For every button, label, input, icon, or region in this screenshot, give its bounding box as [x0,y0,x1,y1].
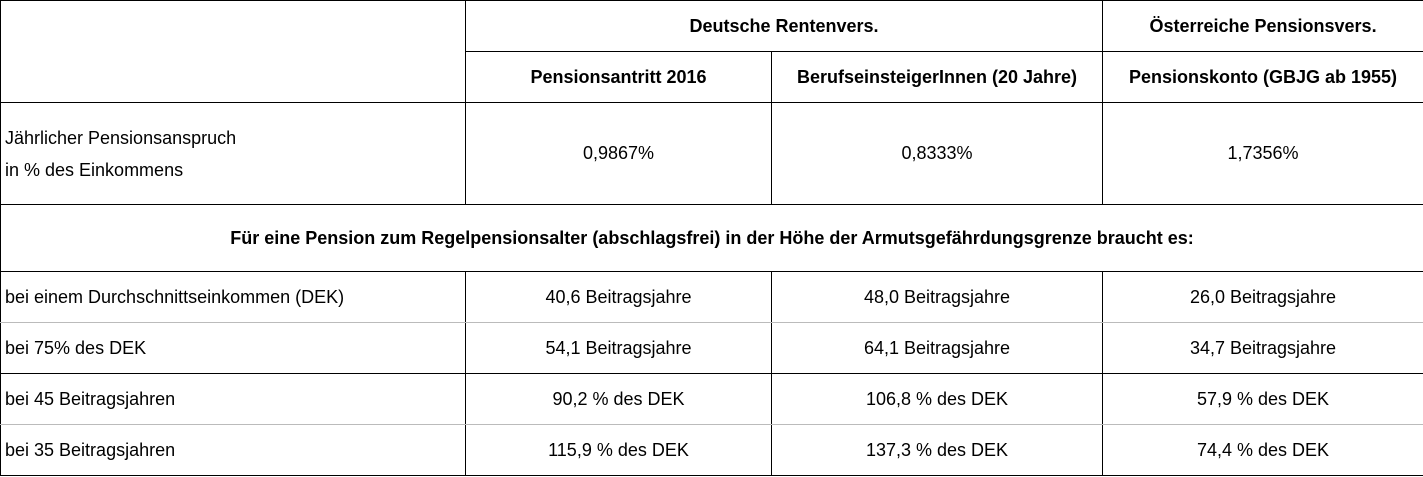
header-sub-row: Pensionsantritt 2016 BerufseinsteigerInn… [1,51,1423,103]
banner-row: Für eine Pension zum Regelpensionsalter … [0,204,1423,272]
row-value: 64,1 Beitragsjahre [770,322,1104,374]
header-col-berufseinsteiger: BerufseinsteigerInnen (20 Jahre) [770,51,1104,103]
row-value: 26,0 Beitragsjahre [1102,271,1423,323]
row-value: 106,8 % des DEK [770,373,1104,425]
row-value: 137,3 % des DEK [770,424,1104,476]
pct-row: Jährlicher Pensionsanspruch in % des Eink… [0,102,1423,205]
row-value: 54,1 Beitragsjahre [465,322,772,374]
pct-value-2: 0,8333% [770,102,1104,205]
pct-row-label: Jährlicher Pensionsanspruch in % des Eink… [0,102,466,205]
row-value: 115,9 % des DEK [465,424,772,476]
row-value: 74,4 % des DEK [1102,424,1423,476]
row-value: 40,6 Beitragsjahre [465,271,772,323]
header-group-oesterreich: Österreiche Pensionsvers. [1102,0,1423,52]
header-group-deutsche: Deutsche Rentenvers. [464,0,1104,52]
row-label: bei 35 Beitragsjahren [0,424,466,476]
table-row: bei 35 Beitragsjahren 115,9 % des DEK 13… [0,424,1423,476]
header-col-pensionskonto: Pensionskonto (GBJG ab 1955) [1102,51,1423,103]
header-col-pensionsantritt: Pensionsantritt 2016 [465,51,772,103]
pct-value-1: 0,9867% [465,102,772,205]
row-value: 34,7 Beitragsjahre [1102,322,1423,374]
pct-row-label-line1: Jährlicher Pensionsanspruch [5,127,237,148]
table-row: bei einem Durchschnittseinkommen (DEK) 4… [0,271,1423,323]
header-empty-cell [0,0,466,103]
pct-row-label-line2: in % des Einkommens [5,159,184,180]
header-group-row: Deutsche Rentenvers. Österreiche Pension… [0,0,1423,103]
pct-value-3: 1,7356% [1102,102,1423,205]
row-label: bei 75% des DEK [0,322,466,374]
row-label: bei einem Durchschnittseinkommen (DEK) [0,271,466,323]
row-value: 90,2 % des DEK [465,373,772,425]
row-value: 57,9 % des DEK [1102,373,1423,425]
banner-text: Für eine Pension zum Regelpensionsalter … [0,204,1423,272]
row-value: 48,0 Beitragsjahre [770,271,1104,323]
table-row: bei 75% des DEK 54,1 Beitragsjahre 64,1 … [0,322,1423,374]
row-label: bei 45 Beitragsjahren [0,373,466,425]
table-row: bei 45 Beitragsjahren 90,2 % des DEK 106… [0,373,1423,425]
